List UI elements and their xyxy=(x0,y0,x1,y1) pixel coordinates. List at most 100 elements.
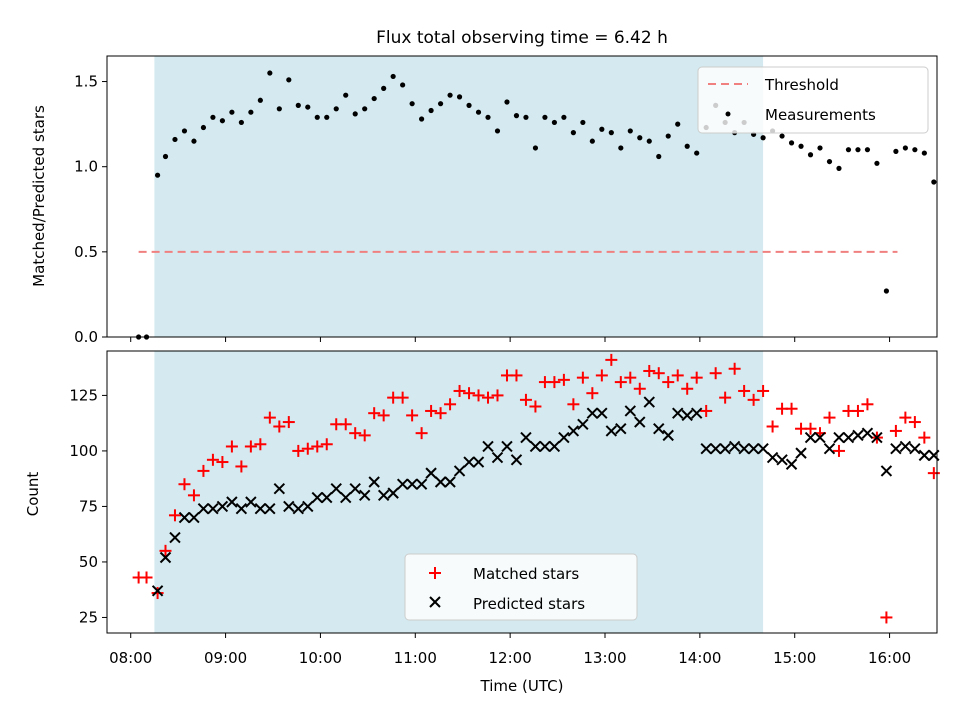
predicted-star-point xyxy=(368,476,380,488)
predicted-star-point xyxy=(672,407,684,419)
predicted-star-point xyxy=(197,502,210,515)
matched-star-point xyxy=(785,402,798,415)
predicted-star-point xyxy=(283,500,295,513)
predicted-star-point xyxy=(728,440,741,453)
legend-threshold-label: Threshold xyxy=(764,76,839,94)
measurement-point xyxy=(826,158,833,165)
matched-star-point xyxy=(889,424,902,437)
matched-star-point xyxy=(652,367,665,380)
count-panel: 25 50 75 100 125 08:00 09:00 10:00 11:00 12:00 13… xyxy=(24,350,940,695)
matched-star-point xyxy=(766,420,779,433)
measurement-point xyxy=(154,172,161,178)
predicted-star-point xyxy=(719,442,731,455)
y-tick-label: 50 xyxy=(79,553,98,571)
x-tick-label: 08:00 xyxy=(109,649,152,667)
matched-star-point xyxy=(216,456,229,469)
legend-measurements-label: Measurements xyxy=(765,106,876,124)
measurement-point xyxy=(371,95,377,102)
predicted-star-point xyxy=(757,442,769,455)
matched-star-point xyxy=(586,387,599,400)
matched-star-point xyxy=(851,404,864,417)
x-tick-label: 16:00 xyxy=(868,649,911,667)
matched-star-point xyxy=(614,376,627,389)
predicted-star-point xyxy=(254,502,267,515)
matched-star-point xyxy=(415,427,428,440)
predicted-star-point xyxy=(330,482,342,495)
predicted-star-point xyxy=(453,465,466,477)
predicted-star-point xyxy=(415,478,428,490)
predicted-star-point xyxy=(586,407,599,419)
predicted-star-point xyxy=(567,425,580,437)
matched-star-point xyxy=(690,371,703,384)
y-tick-label: 125 xyxy=(69,386,98,404)
x-tick-label: 10:00 xyxy=(299,649,342,667)
bottom-legend: Matched stars Predicted stars xyxy=(404,553,638,621)
measurement-point xyxy=(646,138,652,144)
top-axes-frame xyxy=(106,55,938,338)
measurement-point xyxy=(883,288,890,294)
matched-star-point xyxy=(861,398,874,411)
legend-predicted-swatch xyxy=(429,596,441,608)
matched-star-point xyxy=(311,440,324,453)
predicted-star-point xyxy=(169,531,181,544)
measurement-point xyxy=(779,133,785,139)
measurement-point xyxy=(788,140,795,146)
predicted-star-point xyxy=(463,456,475,468)
matched-star-point xyxy=(747,393,760,406)
predicted-star-point xyxy=(785,458,798,470)
top-y-axis-ticks: 0.0 0.5 1.0 1.5 xyxy=(74,73,107,346)
measurement-point xyxy=(238,119,244,126)
measurement-point xyxy=(200,124,207,131)
matched-star-point xyxy=(491,389,504,402)
legend-matched-swatch xyxy=(429,567,441,579)
measurement-point xyxy=(656,153,662,160)
matched-star-point xyxy=(576,371,589,384)
matched-star-point xyxy=(273,420,286,433)
matched-stars-series xyxy=(132,353,940,624)
predicted-star-point xyxy=(852,429,864,442)
y-tick-label: 0.5 xyxy=(74,243,98,261)
predicted-star-point xyxy=(615,423,627,435)
x-axis-label: Time (UTC) xyxy=(480,677,564,695)
matched-star-point xyxy=(633,382,646,395)
matched-star-point xyxy=(187,489,200,502)
matched-star-point xyxy=(463,387,476,400)
bottom-y-axis-label: Count xyxy=(24,472,42,517)
measurement-point xyxy=(352,111,358,117)
measurement-point xyxy=(836,165,842,171)
x-tick-label: 11:00 xyxy=(394,649,437,667)
predicted-star-point xyxy=(349,482,361,495)
legend-measurements-swatch xyxy=(725,111,731,117)
predicted-star-point xyxy=(510,454,523,466)
measurement-point xyxy=(675,121,681,127)
measurement-point xyxy=(257,97,263,103)
predicted-star-point xyxy=(909,442,921,455)
predicted-star-point xyxy=(747,442,760,455)
matched-star-point xyxy=(643,364,656,377)
predicted-star-point xyxy=(899,440,912,453)
predicted-star-point xyxy=(605,425,618,437)
measurement-point xyxy=(627,128,633,134)
matched-star-point xyxy=(434,407,447,420)
measurement-point xyxy=(456,94,463,100)
predicted-star-point xyxy=(577,418,589,430)
matched-star-point xyxy=(254,438,267,451)
predicted-star-point xyxy=(795,447,807,459)
predicted-star-point xyxy=(321,491,333,504)
matched-star-point xyxy=(453,384,466,397)
matched-star-point xyxy=(358,429,371,442)
predicted-star-point xyxy=(890,442,902,455)
predicted-star-point xyxy=(681,409,693,422)
predicted-star-point xyxy=(226,496,238,508)
predicted-star-point xyxy=(738,442,750,455)
matched-star-point xyxy=(880,611,893,624)
y-tick-label: 100 xyxy=(69,442,98,460)
matched-star-point xyxy=(832,444,845,457)
matched-star-point xyxy=(368,407,381,420)
y-tick-label: 1.0 xyxy=(74,158,98,176)
matched-star-point xyxy=(519,393,532,406)
measurement-point xyxy=(466,102,472,108)
predicted-star-point xyxy=(264,502,276,515)
matched-star-point xyxy=(377,409,390,422)
measurement-point xyxy=(494,128,501,134)
